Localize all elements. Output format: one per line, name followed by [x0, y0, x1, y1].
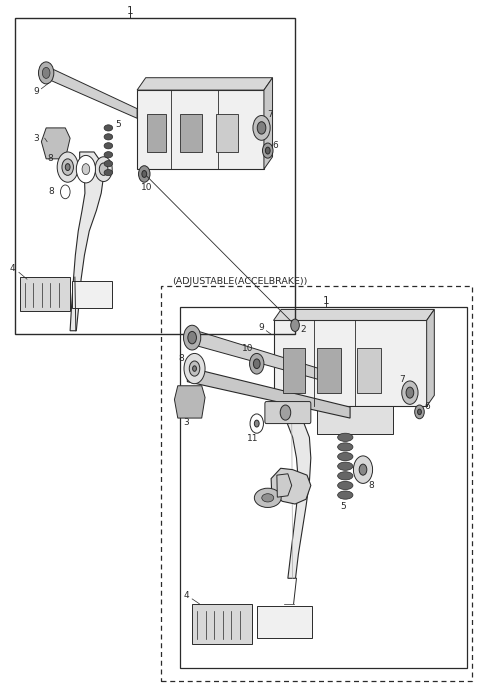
Ellipse shape — [337, 472, 353, 480]
Circle shape — [42, 68, 50, 79]
Text: 6: 6 — [273, 141, 278, 150]
Circle shape — [65, 164, 70, 171]
Circle shape — [38, 62, 54, 84]
Text: 1: 1 — [323, 296, 329, 306]
Polygon shape — [271, 469, 311, 504]
Circle shape — [139, 166, 150, 182]
Circle shape — [82, 164, 90, 174]
Bar — [20, 277, 70, 311]
Circle shape — [254, 420, 259, 427]
Polygon shape — [276, 407, 311, 578]
Circle shape — [142, 171, 147, 177]
Bar — [180, 114, 202, 152]
Bar — [216, 114, 238, 152]
Text: 4: 4 — [183, 591, 189, 600]
Ellipse shape — [337, 433, 353, 442]
Circle shape — [188, 331, 196, 344]
Circle shape — [265, 147, 270, 154]
Text: 11: 11 — [247, 434, 259, 443]
Polygon shape — [264, 78, 273, 169]
FancyBboxPatch shape — [265, 402, 311, 424]
Circle shape — [184, 353, 205, 384]
Circle shape — [291, 319, 300, 331]
Ellipse shape — [104, 169, 113, 176]
Circle shape — [62, 159, 73, 175]
Bar — [283, 348, 305, 393]
Circle shape — [402, 381, 418, 404]
Ellipse shape — [104, 161, 113, 167]
Text: 10: 10 — [242, 344, 254, 353]
Polygon shape — [317, 407, 393, 434]
Bar — [257, 606, 312, 638]
Text: 7: 7 — [399, 375, 405, 384]
Text: 7: 7 — [267, 110, 273, 119]
Text: 1: 1 — [127, 6, 133, 16]
Text: 8: 8 — [47, 154, 53, 163]
Bar — [317, 348, 340, 393]
Bar — [72, 280, 112, 308]
Text: 5: 5 — [115, 120, 121, 129]
Polygon shape — [274, 320, 427, 407]
Ellipse shape — [104, 134, 113, 140]
Bar — [357, 348, 381, 393]
Circle shape — [406, 387, 414, 398]
Polygon shape — [46, 66, 137, 119]
Polygon shape — [187, 367, 350, 418]
Ellipse shape — [104, 152, 113, 158]
Bar — [147, 114, 166, 152]
Circle shape — [280, 405, 291, 420]
Text: 4: 4 — [10, 265, 15, 274]
Circle shape — [415, 405, 424, 419]
Circle shape — [418, 409, 421, 415]
Circle shape — [189, 361, 200, 376]
Circle shape — [263, 143, 273, 158]
Circle shape — [257, 122, 266, 134]
Text: 9: 9 — [259, 324, 264, 333]
Polygon shape — [137, 90, 264, 169]
Ellipse shape — [337, 443, 353, 451]
Polygon shape — [192, 329, 322, 380]
Ellipse shape — [254, 489, 281, 508]
Circle shape — [353, 456, 372, 484]
Ellipse shape — [337, 462, 353, 471]
Circle shape — [253, 116, 270, 141]
Text: 2: 2 — [300, 325, 306, 334]
Polygon shape — [41, 128, 70, 159]
Ellipse shape — [337, 491, 353, 500]
Circle shape — [253, 359, 260, 369]
Circle shape — [192, 366, 196, 371]
Ellipse shape — [337, 453, 353, 461]
Text: 5: 5 — [340, 502, 346, 511]
Text: 9: 9 — [34, 87, 39, 96]
Text: 8: 8 — [369, 481, 374, 490]
Circle shape — [250, 353, 264, 374]
Polygon shape — [174, 386, 205, 418]
Ellipse shape — [337, 482, 353, 490]
Circle shape — [95, 157, 112, 181]
Circle shape — [183, 325, 201, 350]
Polygon shape — [137, 78, 273, 90]
Ellipse shape — [104, 143, 113, 149]
Polygon shape — [70, 152, 104, 331]
Text: (ADJUSTABLE(ACCELBRAKE)): (ADJUSTABLE(ACCELBRAKE)) — [172, 277, 308, 286]
Circle shape — [57, 152, 78, 182]
Text: 10: 10 — [141, 183, 153, 192]
Ellipse shape — [104, 125, 113, 131]
Bar — [180, 307, 468, 668]
Circle shape — [359, 464, 367, 475]
Text: 6: 6 — [424, 402, 430, 411]
Text: 8: 8 — [48, 187, 54, 196]
Circle shape — [99, 163, 108, 175]
Polygon shape — [427, 309, 434, 407]
Ellipse shape — [262, 494, 274, 502]
Text: 3: 3 — [34, 134, 39, 143]
Bar — [192, 604, 252, 644]
Bar — [15, 18, 295, 334]
Polygon shape — [274, 309, 434, 320]
Bar — [161, 286, 472, 681]
Polygon shape — [277, 474, 292, 497]
Text: 3: 3 — [183, 418, 189, 426]
Circle shape — [76, 156, 96, 183]
Text: 8: 8 — [179, 353, 184, 362]
